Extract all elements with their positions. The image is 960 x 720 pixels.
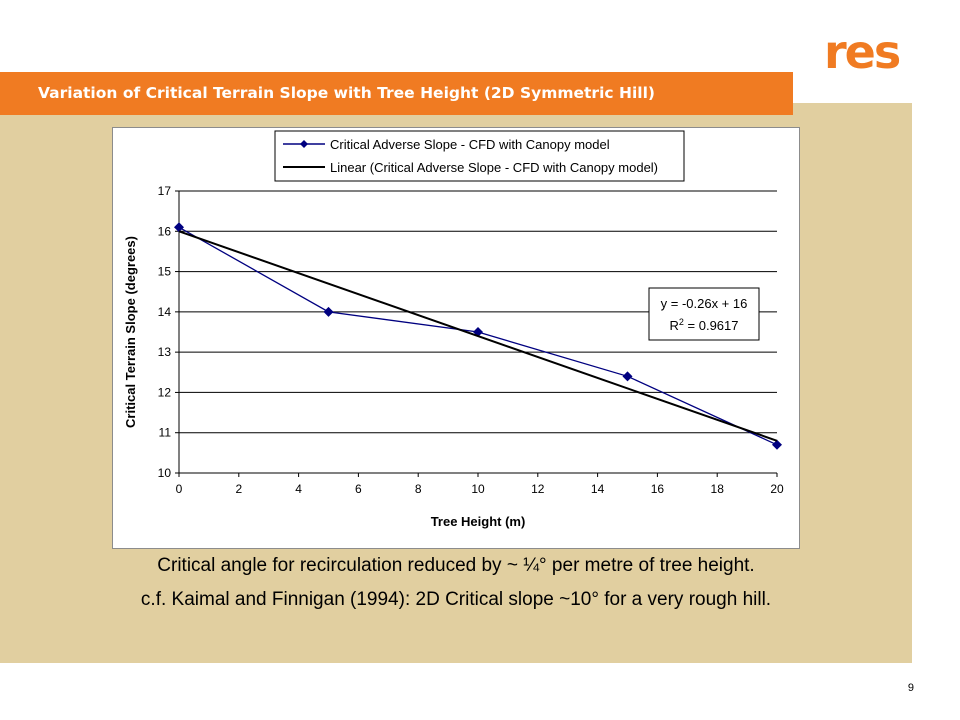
data-point <box>323 306 334 317</box>
y-tick-label: 16 <box>158 224 172 238</box>
data-point <box>772 439 782 450</box>
y-tick-label: 10 <box>158 466 172 480</box>
legend-label-series-1: Critical Adverse Slope - CFD with Canopy… <box>330 137 610 152</box>
y-tick-label: 11 <box>159 426 172 440</box>
x-tick-label: 6 <box>355 482 362 496</box>
x-tick-label: 10 <box>471 482 485 496</box>
legend-label-series-2: Linear (Critical Adverse Slope - CFD wit… <box>330 160 658 175</box>
chart-svg: 10 11 12 13 14 15 16 17 0 2 4 6 8 10 12 14 16 18 20 Tree He… <box>123 130 784 529</box>
trendline-equation: y = -0.26x + 16 <box>661 296 748 311</box>
res-logo: res <box>824 25 916 79</box>
x-tick-label: 8 <box>415 482 422 496</box>
chart-area: 10 11 12 13 14 15 16 17 0 2 4 6 8 10 12 14 16 18 20 Tree He… <box>112 127 800 549</box>
y-tick-label: 15 <box>158 265 172 279</box>
caption-line-2: c.f. Kaimal and Finnigan (1994): 2D Crit… <box>140 589 772 610</box>
data-point <box>174 222 184 233</box>
y-tick-label: 12 <box>158 385 172 399</box>
logo-text: res <box>824 28 900 76</box>
y-tick-label: 14 <box>158 305 172 319</box>
x-tick-label: 18 <box>711 482 725 496</box>
chart-legend: Critical Adverse Slope - CFD with Canopy… <box>274 130 685 182</box>
trendline-r-squared: R2 = 0.9617 <box>670 317 739 333</box>
x-tick-label: 16 <box>651 482 665 496</box>
page-number: 9 <box>907 682 914 694</box>
y-tick-label: 17 <box>158 184 172 198</box>
trendline-equation-box: y = -0.26x + 16 R2 = 0.9617 <box>648 287 760 341</box>
x-tick-label: 12 <box>531 482 545 496</box>
legend-marker-series-1 <box>300 140 308 148</box>
legend-box <box>274 130 685 182</box>
x-tick-label: 0 <box>176 482 183 496</box>
x-tick-label: 2 <box>235 482 242 496</box>
x-tick-label: 14 <box>591 482 605 496</box>
slide-title: Variation of Critical Terrain Slope with… <box>0 72 793 115</box>
caption-line-1: Critical angle for recirculation reduced… <box>157 555 755 576</box>
y-tick-label: 13 <box>158 345 172 359</box>
x-axis-title: Tree Height (m) <box>431 514 526 529</box>
y-axis-title: Critical Terrain Slope (degrees) <box>123 236 138 428</box>
series-line-2 <box>178 230 778 442</box>
data-point <box>622 371 633 382</box>
x-tick-label: 4 <box>295 482 302 496</box>
x-tick-label: 20 <box>770 482 784 496</box>
